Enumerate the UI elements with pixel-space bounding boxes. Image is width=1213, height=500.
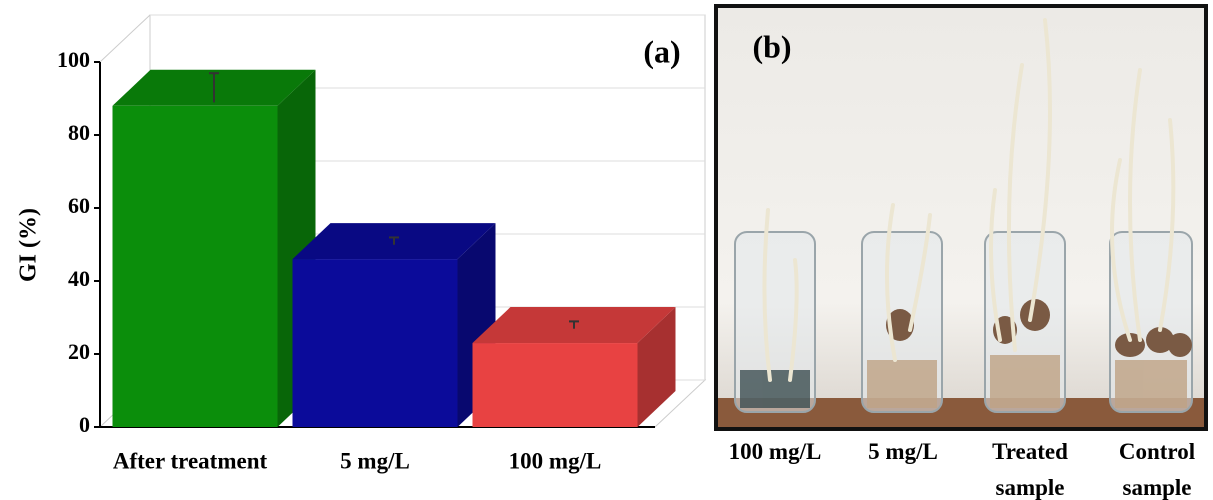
photo-label: 5 mg/L xyxy=(868,439,938,464)
photo-label: Control sample xyxy=(1118,439,1196,500)
y-tick-label: 40 xyxy=(68,266,90,291)
panel-label: (a) xyxy=(643,33,680,69)
error-bar xyxy=(389,236,399,245)
side-wall-edge xyxy=(99,14,151,63)
photo-label: Treated sample xyxy=(992,439,1068,500)
photo-label: 100 mg/L xyxy=(728,439,822,464)
plot-area: 0 20 40 60 80 100 After treatment 5 mg/L 100 mg/… xyxy=(57,14,707,473)
y-tick-label: 60 xyxy=(68,193,90,218)
photo: (b) xyxy=(714,4,1208,431)
panel-label: (b) xyxy=(752,28,791,64)
bar xyxy=(472,343,638,427)
bar-side xyxy=(637,307,676,427)
y-tick-label: 20 xyxy=(68,339,90,364)
y-tick-label: 80 xyxy=(68,120,90,145)
error-bar xyxy=(569,320,579,329)
bar xyxy=(112,105,278,428)
bar xyxy=(292,259,458,427)
x-tick-label: 5 mg/L xyxy=(340,448,410,473)
error-bar xyxy=(209,72,219,103)
x-tick-label: After treatment xyxy=(113,448,268,473)
x-tick-label: 100 mg/L xyxy=(509,448,602,473)
y-tick-label: 0 xyxy=(79,412,90,437)
y-tick-label: 100 xyxy=(57,47,90,72)
y-axis-title: GI (%) xyxy=(16,208,42,282)
